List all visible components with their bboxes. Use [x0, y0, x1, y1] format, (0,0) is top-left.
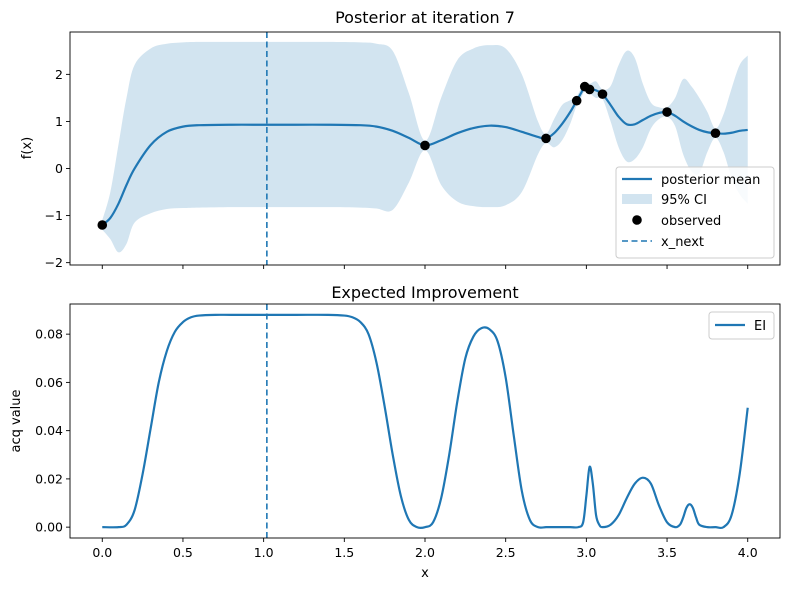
observed-points [97, 81, 721, 230]
posterior-legend-box [615, 166, 775, 259]
x-tick-label: 1.0 [254, 545, 274, 560]
y-tick-label: −2 [45, 255, 63, 270]
observed-point [584, 84, 595, 95]
legend-label-x-next: x_next [661, 235, 704, 250]
acquisition-panel: Expected Improvement acq value x 0.000.0… [9, 283, 781, 581]
acquisition-legend: EI [708, 311, 775, 340]
posterior-title: Posterior at iteration 7 [335, 8, 515, 27]
acquisition-axes-frame [69, 303, 781, 539]
acquisition-x-ticks: 0.0 0.5 1.0 1.5 2.0 2.5 3.0 3.5 4.0 [92, 538, 758, 560]
acquisition-plot-area [102, 304, 749, 538]
y-tick-label: 2 [55, 67, 63, 82]
x-tick-label: 4.0 [738, 545, 758, 560]
acquisition-y-axis-label: acq value [9, 389, 24, 452]
observed-point [597, 89, 608, 99]
legend-swatch-observed [632, 215, 642, 225]
y-tick-label: 0.04 [35, 423, 63, 438]
x-tick-label: 3.5 [657, 545, 677, 560]
y-tick-label: −1 [45, 208, 63, 223]
posterior-y-axis-label: f(x) [20, 137, 35, 159]
posterior-panel: Posterior at iteration 7 f(x) −2 −1 0 1 2 po… [20, 8, 781, 270]
y-tick-label: 0.08 [35, 327, 63, 342]
acquisition-y-ticks: 0.00 0.02 0.04 0.06 0.08 [35, 327, 70, 535]
x-tick-label: 1.5 [334, 545, 354, 560]
x-tick-label: 3.0 [576, 545, 596, 560]
posterior-mean-line [101, 85, 748, 226]
y-tick-label: 0 [55, 161, 63, 176]
legend-label-ei: EI [754, 319, 766, 334]
posterior-axes-frame [69, 31, 781, 266]
x-tick-label: 0.5 [173, 545, 193, 560]
y-tick-label: 1 [55, 114, 63, 129]
observed-point [541, 133, 551, 144]
y-tick-label: 0.06 [35, 375, 63, 390]
legend-label-observed: observed [661, 214, 721, 229]
observed-point [710, 128, 721, 139]
posterior-plot-area [97, 32, 748, 265]
observed-point [662, 107, 672, 117]
legend-swatch-ci [622, 194, 652, 204]
x-tick-label: 2.0 [415, 545, 435, 560]
acquisition-title: Expected Improvement [331, 283, 518, 302]
posterior-x-ticks [101, 265, 749, 269]
y-tick-label: 0.00 [35, 520, 63, 535]
posterior-legend: posterior mean 95% CI observed x_next [615, 166, 775, 259]
observed-point [97, 220, 108, 230]
x-tick-label: 0.0 [92, 545, 112, 560]
x-tick-label: 2.5 [496, 545, 516, 560]
observed-point [420, 140, 430, 151]
observed-point [571, 95, 582, 106]
y-tick-label: 0.02 [35, 471, 63, 486]
ei-line [102, 313, 749, 530]
legend-label-mean: posterior mean [661, 173, 760, 188]
posterior-y-ticks: −2 −1 0 1 2 [45, 67, 70, 270]
legend-label-ci: 95% CI [661, 193, 707, 208]
x-axis-label: x [421, 566, 429, 581]
